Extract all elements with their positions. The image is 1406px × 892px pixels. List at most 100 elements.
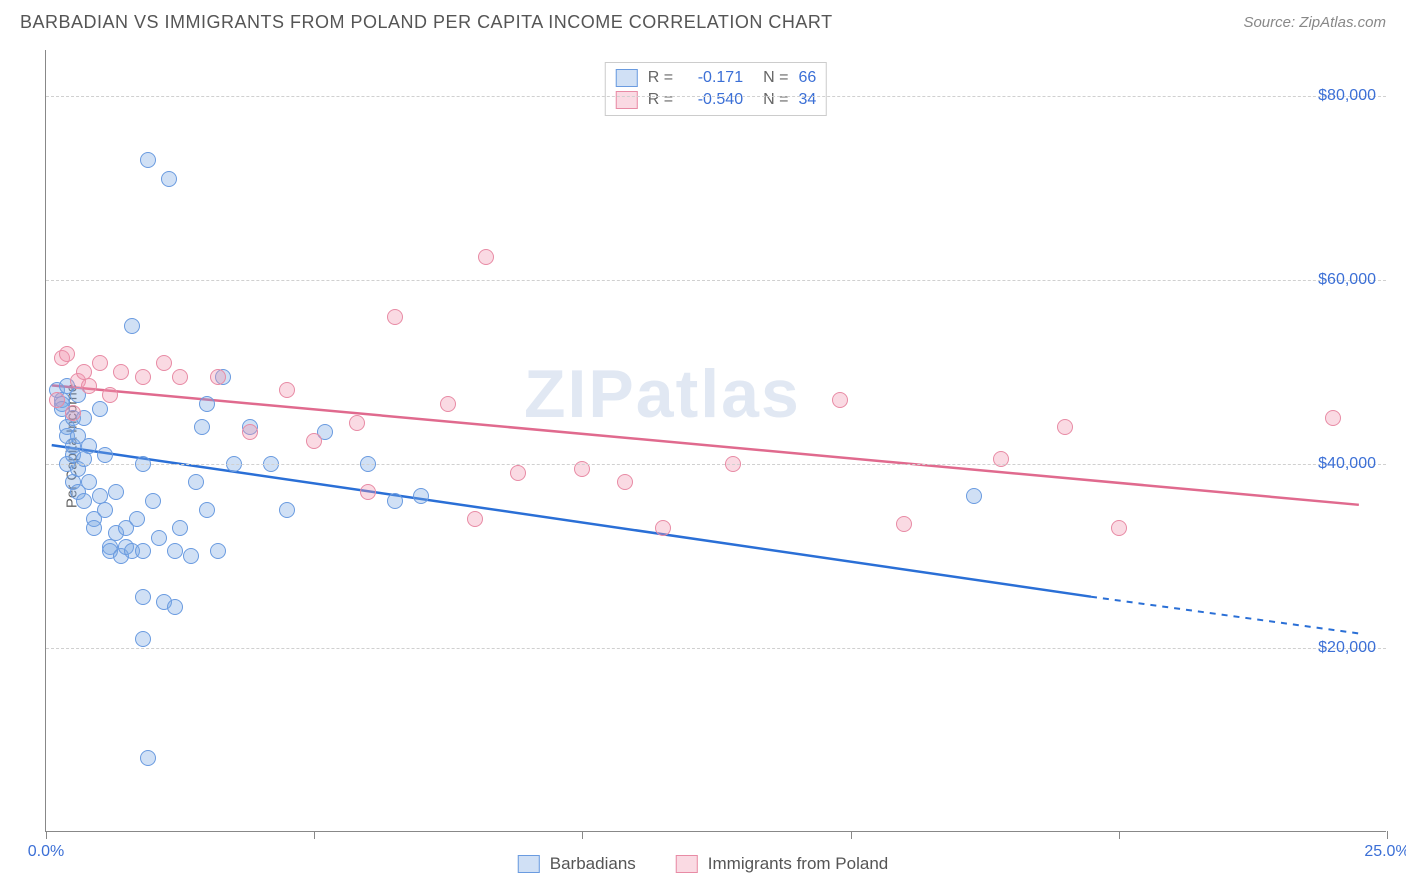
y-tick-label: $60,000 xyxy=(1318,271,1376,289)
gridline xyxy=(46,280,1386,281)
scatter-point xyxy=(102,387,118,403)
x-tick-label: 25.0% xyxy=(1364,843,1406,861)
scatter-point xyxy=(387,309,403,325)
x-tick xyxy=(1387,831,1388,839)
scatter-point xyxy=(279,382,295,398)
chart-title: BARBADIAN VS IMMIGRANTS FROM POLAND PER … xyxy=(20,12,833,33)
scatter-point xyxy=(167,543,183,559)
scatter-point xyxy=(617,474,633,490)
scatter-point xyxy=(242,424,258,440)
scatter-point xyxy=(1111,520,1127,536)
n-value: 34 xyxy=(798,91,816,109)
scatter-point xyxy=(172,369,188,385)
gridline xyxy=(46,648,1386,649)
scatter-point xyxy=(1325,410,1341,426)
scatter-point xyxy=(92,401,108,417)
scatter-point xyxy=(172,520,188,536)
n-value: 66 xyxy=(798,69,816,87)
source-label: Source: ZipAtlas.com xyxy=(1243,14,1386,31)
scatter-point xyxy=(129,511,145,527)
scatter-point xyxy=(151,530,167,546)
scatter-point xyxy=(413,488,429,504)
trend-lines xyxy=(46,50,1386,831)
scatter-point xyxy=(86,520,102,536)
plot-area: ZIPatlas xyxy=(46,50,1386,831)
scatter-point xyxy=(145,493,161,509)
legend-item: Immigrants from Poland xyxy=(676,854,888,874)
scatter-point xyxy=(467,511,483,527)
r-label: R = xyxy=(648,91,673,109)
scatter-point xyxy=(279,502,295,518)
scatter-point xyxy=(387,493,403,509)
legend-label: Barbadians xyxy=(550,854,636,874)
stats-row: R = -0.540 N = 34 xyxy=(616,89,816,111)
scatter-point xyxy=(97,502,113,518)
y-tick-label: $40,000 xyxy=(1318,455,1376,473)
scatter-point xyxy=(140,152,156,168)
legend-swatch xyxy=(616,91,638,109)
scatter-point xyxy=(92,355,108,371)
scatter-point xyxy=(349,415,365,431)
x-tick xyxy=(1119,831,1120,839)
scatter-point xyxy=(81,438,97,454)
scatter-point xyxy=(81,378,97,394)
scatter-point xyxy=(108,484,124,500)
scatter-point xyxy=(510,465,526,481)
chart-area: ZIPatlas R = -0.171 N = 66 R = -0.540 N = 34 $2… xyxy=(45,50,1386,832)
scatter-point xyxy=(135,631,151,647)
scatter-point xyxy=(896,516,912,532)
scatter-point xyxy=(188,474,204,490)
x-tick xyxy=(46,831,47,839)
bottom-legend: Barbadians Immigrants from Poland xyxy=(518,854,888,874)
x-tick xyxy=(851,831,852,839)
gridline xyxy=(46,96,1386,97)
gridline xyxy=(46,464,1386,465)
scatter-point xyxy=(440,396,456,412)
scatter-point xyxy=(97,447,113,463)
scatter-point xyxy=(194,419,210,435)
scatter-point xyxy=(478,249,494,265)
scatter-point xyxy=(1057,419,1073,435)
legend-item: Barbadians xyxy=(518,854,636,874)
scatter-point xyxy=(135,543,151,559)
y-tick-label: $20,000 xyxy=(1318,639,1376,657)
scatter-point xyxy=(306,433,322,449)
n-label: N = xyxy=(763,91,788,109)
r-label: R = xyxy=(648,69,673,87)
scatter-point xyxy=(574,461,590,477)
scatter-point xyxy=(113,364,129,380)
x-tick xyxy=(314,831,315,839)
scatter-point xyxy=(360,484,376,500)
scatter-point xyxy=(210,369,226,385)
scatter-point xyxy=(156,355,172,371)
scatter-point xyxy=(59,346,75,362)
scatter-point xyxy=(199,502,215,518)
r-value: -0.171 xyxy=(683,69,743,87)
legend-swatch xyxy=(518,855,540,873)
r-value: -0.540 xyxy=(683,91,743,109)
x-tick-label: 0.0% xyxy=(28,843,64,861)
scatter-point xyxy=(167,599,183,615)
scatter-point xyxy=(966,488,982,504)
scatter-point xyxy=(832,392,848,408)
scatter-point xyxy=(210,543,226,559)
scatter-point xyxy=(183,548,199,564)
scatter-point xyxy=(135,369,151,385)
stats-row: R = -0.171 N = 66 xyxy=(616,67,816,89)
scatter-point xyxy=(199,396,215,412)
scatter-point xyxy=(65,405,81,421)
n-label: N = xyxy=(763,69,788,87)
scatter-point xyxy=(140,750,156,766)
scatter-point xyxy=(655,520,671,536)
legend-swatch xyxy=(616,69,638,87)
scatter-point xyxy=(76,493,92,509)
stats-legend: R = -0.171 N = 66 R = -0.540 N = 34 xyxy=(605,62,827,116)
scatter-point xyxy=(124,318,140,334)
legend-label: Immigrants from Poland xyxy=(708,854,888,874)
scatter-point xyxy=(81,474,97,490)
y-tick-label: $80,000 xyxy=(1318,87,1376,105)
x-tick xyxy=(582,831,583,839)
scatter-point xyxy=(161,171,177,187)
scatter-point xyxy=(135,589,151,605)
scatter-point xyxy=(49,392,65,408)
